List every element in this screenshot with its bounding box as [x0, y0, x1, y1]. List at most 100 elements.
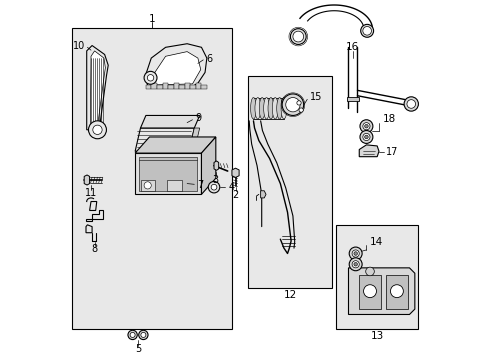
Bar: [386, 275, 407, 309]
Ellipse shape: [250, 98, 256, 119]
Polygon shape: [140, 116, 199, 128]
Polygon shape: [214, 161, 218, 170]
Polygon shape: [359, 145, 378, 157]
Circle shape: [130, 332, 135, 337]
Bar: [346, 97, 358, 101]
Bar: [253, 98, 284, 119]
Text: 7: 7: [196, 180, 203, 190]
Text: 13: 13: [370, 331, 383, 341]
Circle shape: [353, 252, 357, 255]
Text: 17: 17: [386, 147, 398, 157]
Circle shape: [211, 184, 217, 190]
Bar: [72, 28, 231, 329]
Text: 12: 12: [283, 290, 296, 300]
Circle shape: [290, 29, 305, 44]
Polygon shape: [162, 83, 168, 89]
Bar: [167, 180, 182, 191]
Text: 9: 9: [195, 113, 201, 123]
Polygon shape: [157, 85, 162, 89]
Circle shape: [139, 330, 148, 339]
Ellipse shape: [263, 98, 269, 119]
Text: 5: 5: [135, 343, 141, 354]
Text: 3: 3: [212, 175, 219, 185]
Polygon shape: [168, 85, 173, 89]
Circle shape: [208, 181, 219, 193]
Bar: [135, 153, 201, 194]
Polygon shape: [86, 211, 102, 221]
Text: 10: 10: [73, 41, 85, 51]
Ellipse shape: [267, 98, 273, 119]
Circle shape: [93, 125, 102, 134]
Polygon shape: [201, 85, 206, 89]
Text: 4: 4: [228, 182, 234, 192]
Polygon shape: [190, 85, 195, 89]
Circle shape: [298, 108, 303, 112]
Circle shape: [363, 285, 376, 298]
Circle shape: [285, 98, 300, 112]
Circle shape: [406, 100, 415, 108]
Circle shape: [389, 285, 403, 298]
Bar: [247, 76, 332, 288]
Polygon shape: [151, 83, 157, 89]
Polygon shape: [179, 85, 184, 89]
Circle shape: [359, 131, 372, 143]
Bar: [335, 225, 418, 329]
Polygon shape: [86, 45, 108, 130]
Polygon shape: [89, 202, 97, 211]
Circle shape: [144, 71, 157, 84]
Circle shape: [128, 330, 137, 339]
Polygon shape: [231, 168, 239, 177]
Circle shape: [351, 250, 359, 257]
Polygon shape: [145, 85, 151, 89]
Circle shape: [403, 97, 418, 111]
Polygon shape: [135, 128, 194, 151]
Ellipse shape: [259, 98, 264, 119]
Polygon shape: [153, 51, 201, 85]
Polygon shape: [184, 83, 190, 89]
Circle shape: [362, 27, 371, 35]
Circle shape: [147, 75, 153, 81]
Circle shape: [360, 24, 373, 37]
Circle shape: [296, 101, 301, 105]
Polygon shape: [90, 51, 105, 128]
Polygon shape: [84, 175, 89, 185]
Circle shape: [362, 134, 369, 140]
Ellipse shape: [254, 98, 260, 119]
Text: 14: 14: [369, 237, 383, 247]
Ellipse shape: [281, 98, 286, 119]
Circle shape: [364, 135, 367, 139]
Bar: [139, 157, 197, 191]
Circle shape: [359, 120, 372, 133]
Polygon shape: [173, 83, 179, 89]
Circle shape: [353, 262, 357, 266]
Circle shape: [88, 121, 106, 139]
Polygon shape: [201, 137, 215, 194]
Circle shape: [348, 258, 362, 271]
Polygon shape: [188, 128, 199, 151]
Circle shape: [348, 247, 362, 260]
Ellipse shape: [272, 98, 278, 119]
Circle shape: [364, 125, 367, 128]
Text: 6: 6: [206, 54, 212, 64]
Circle shape: [365, 267, 373, 276]
Circle shape: [144, 182, 151, 189]
Bar: [359, 275, 380, 309]
Text: 11: 11: [85, 188, 97, 198]
Circle shape: [141, 332, 145, 337]
Circle shape: [351, 261, 359, 268]
Polygon shape: [135, 137, 215, 153]
Circle shape: [292, 31, 303, 42]
Text: 1: 1: [148, 14, 155, 24]
Text: 18: 18: [382, 114, 395, 124]
Ellipse shape: [276, 98, 282, 119]
Circle shape: [282, 94, 303, 116]
Polygon shape: [86, 225, 92, 233]
Polygon shape: [195, 83, 201, 89]
Circle shape: [362, 123, 369, 130]
Text: 16: 16: [346, 42, 359, 52]
Polygon shape: [145, 44, 206, 87]
Polygon shape: [260, 191, 265, 198]
Text: 8: 8: [91, 244, 98, 254]
Polygon shape: [348, 268, 414, 315]
Text: 2: 2: [232, 190, 238, 200]
